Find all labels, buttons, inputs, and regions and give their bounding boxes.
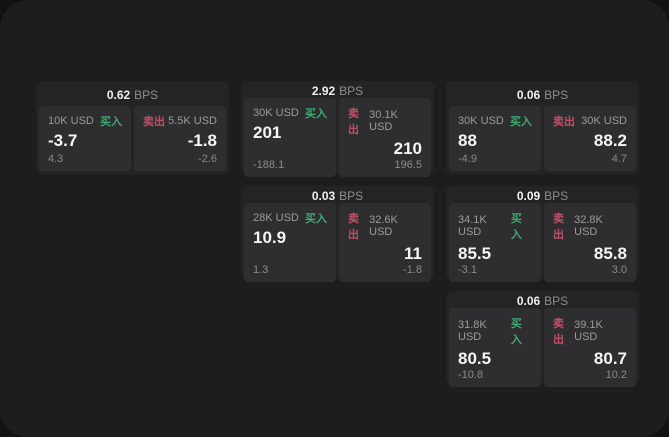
sell-panel[interactable]: 卖出 32.6K USD 11 -1.8 bbox=[339, 203, 431, 283]
buy-change: -10.8 bbox=[458, 369, 484, 382]
sell-change: 4.7 bbox=[611, 153, 627, 165]
quote-panels: 10K USD 买入 -3.7 4.3 卖出 5.5K USD -1.8 -2.… bbox=[39, 106, 226, 171]
buy-label: 买入 bbox=[510, 116, 532, 128]
spread-unit: BPS bbox=[134, 88, 159, 102]
sell-size: 30K USD bbox=[581, 115, 627, 127]
sell-label: 卖出 bbox=[553, 116, 575, 128]
spread-unit: BPS bbox=[544, 88, 569, 102]
buy-panel[interactable]: 34.1K USD 买入 85.5 -3.1 bbox=[449, 203, 541, 283]
buy-size: 28K USD bbox=[253, 212, 299, 224]
sell-change: 3.0 bbox=[611, 264, 627, 277]
buy-label: 买入 bbox=[510, 318, 522, 346]
sell-price: 210 bbox=[393, 139, 422, 158]
spread-header: 0.06 BPS bbox=[449, 294, 636, 308]
sell-size: 32.6K USD bbox=[369, 214, 398, 238]
sell-panel[interactable]: 卖出 39.1K USD 80.7 10.2 bbox=[544, 308, 636, 388]
buy-panel[interactable]: 30K USD 买入 88 -4.9 bbox=[449, 106, 541, 171]
buy-panel[interactable]: 31.8K USD 买入 80.5 -10.8 bbox=[449, 308, 541, 388]
sell-size: 30.1K USD bbox=[369, 109, 398, 133]
buy-panel[interactable]: 30K USD 买入 201 -188.1 bbox=[244, 98, 336, 178]
sell-label: 卖出 bbox=[348, 108, 359, 136]
buy-size: 30K USD bbox=[458, 115, 504, 127]
buy-panel[interactable]: 10K USD 买入 -3.7 4.3 bbox=[39, 106, 131, 171]
sell-price: 11 bbox=[404, 244, 422, 263]
buy-price: -3.7 bbox=[48, 131, 78, 150]
buy-price: 201 bbox=[253, 123, 282, 142]
quote-panels: 31.8K USD 买入 80.5 -10.8 卖出 39.1K USD 80.… bbox=[449, 308, 636, 388]
spread-header: 0.09 BPS bbox=[449, 189, 636, 203]
sell-price: 88.2 bbox=[593, 131, 627, 150]
sell-label: 卖出 bbox=[348, 213, 359, 241]
buy-label: 买入 bbox=[510, 213, 522, 241]
buy-label: 买入 bbox=[305, 213, 327, 225]
sell-label: 卖出 bbox=[143, 116, 165, 128]
sell-size: 39.1K USD bbox=[574, 319, 603, 343]
buy-label: 买入 bbox=[100, 116, 122, 128]
quote-panels: 34.1K USD 买入 85.5 -3.1 卖出 32.8K USD 85.8… bbox=[449, 203, 636, 283]
sell-size: 32.8K USD bbox=[574, 214, 603, 238]
sell-panel[interactable]: 卖出 5.5K USD -1.8 -2.6 bbox=[134, 106, 226, 171]
sell-label: 卖出 bbox=[553, 213, 564, 241]
quote-panels: 30K USD 买入 201 -188.1 卖出 30.1K USD 210 1… bbox=[244, 98, 431, 178]
buy-price: 80.5 bbox=[458, 349, 492, 368]
sell-price: 80.7 bbox=[593, 349, 627, 368]
quote-card: 0.06 BPS 31.8K USD 买入 80.5 -10.8 卖出 39.1… bbox=[446, 291, 639, 388]
spread-value: 0.62 bbox=[106, 88, 131, 102]
buy-size: 34.1K USD bbox=[458, 214, 487, 238]
quote-panels: 28K USD 买入 10.9 1.3 卖出 32.6K USD 11 -1.8 bbox=[244, 203, 431, 283]
buy-label: 买入 bbox=[305, 108, 327, 120]
spread-value: 0.06 bbox=[516, 88, 541, 102]
buy-change: -3.1 bbox=[458, 264, 477, 277]
buy-price: 85.5 bbox=[458, 244, 492, 263]
buy-size: 31.8K USD bbox=[458, 319, 487, 343]
sell-label: 卖出 bbox=[553, 318, 564, 346]
sell-change: -2.6 bbox=[198, 153, 217, 165]
sell-panel[interactable]: 卖出 30.1K USD 210 196.5 bbox=[339, 98, 431, 178]
buy-size: 30K USD bbox=[253, 107, 299, 119]
quote-panels: 30K USD 买入 88 -4.9 卖出 30K USD 88.2 4.7 bbox=[449, 106, 636, 171]
spread-value: 0.06 bbox=[516, 294, 541, 308]
buy-change: 1.3 bbox=[253, 264, 269, 277]
quote-card: 0.06 BPS 30K USD 买入 88 -4.9 卖出 30K USD bbox=[446, 81, 639, 174]
spread-value: 0.09 bbox=[516, 189, 541, 203]
spread-header: 0.03 BPS bbox=[244, 189, 431, 203]
spread-unit: BPS bbox=[544, 294, 569, 308]
spread-value: 2.92 bbox=[311, 84, 336, 98]
sell-panel[interactable]: 卖出 32.8K USD 85.8 3.0 bbox=[544, 203, 636, 283]
sell-panel[interactable]: 卖出 30K USD 88.2 4.7 bbox=[544, 106, 636, 171]
sell-change: 196.5 bbox=[394, 159, 422, 172]
sell-change: -1.8 bbox=[403, 264, 422, 277]
buy-price: 10.9 bbox=[253, 228, 287, 247]
spread-header: 2.92 BPS bbox=[244, 84, 431, 98]
buy-panel[interactable]: 28K USD 买入 10.9 1.3 bbox=[244, 203, 336, 283]
quote-card: 2.92 BPS 30K USD 买入 201 -188.1 卖出 30.1K … bbox=[241, 81, 434, 178]
spread-unit: BPS bbox=[339, 189, 364, 203]
buy-change: -188.1 bbox=[253, 159, 285, 172]
spread-header: 0.06 BPS bbox=[449, 84, 636, 106]
sell-price: 85.8 bbox=[593, 244, 627, 263]
spread-unit: BPS bbox=[544, 189, 569, 203]
sell-size: 5.5K USD bbox=[168, 115, 217, 127]
spread-header: 0.62 BPS bbox=[39, 84, 226, 106]
sell-price: -1.8 bbox=[187, 131, 217, 150]
spread-value: 0.03 bbox=[311, 189, 336, 203]
buy-size: 10K USD bbox=[48, 115, 94, 127]
buy-price: 88 bbox=[458, 131, 477, 150]
quote-card: 0.62 BPS 10K USD 买入 -3.7 4.3 卖出 5.5K USD bbox=[36, 81, 229, 174]
quote-card: 0.09 BPS 34.1K USD 买入 85.5 -3.1 卖出 32.8K… bbox=[446, 186, 639, 283]
sell-change: 10.2 bbox=[605, 369, 627, 382]
quote-card: 0.03 BPS 28K USD 买入 10.9 1.3 卖出 32.6K US… bbox=[241, 186, 434, 283]
quotes-grid: 0.62 BPS 10K USD 买入 -3.7 4.3 卖出 5.5K USD bbox=[36, 81, 639, 388]
buy-change: 4.3 bbox=[48, 153, 64, 165]
spread-unit: BPS bbox=[339, 84, 364, 98]
buy-change: -4.9 bbox=[458, 153, 477, 165]
